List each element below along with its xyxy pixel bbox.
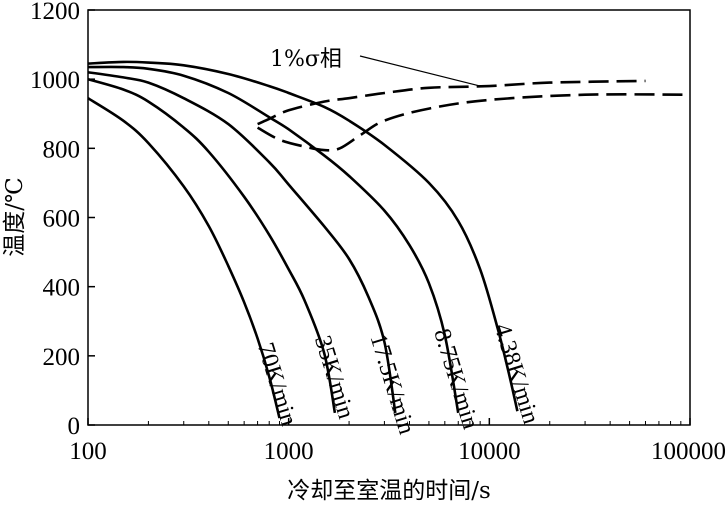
series-line-0 <box>87 97 281 419</box>
y-tick-label: 600 <box>43 206 81 233</box>
series-line-1 <box>87 77 337 414</box>
x-tick-label: 100000 <box>651 438 726 465</box>
curve-label: 4.38K/min <box>489 321 544 427</box>
series-line-5 <box>257 79 646 126</box>
y-axis-title: 温度/℃ <box>2 177 28 256</box>
sigma-phase-annotation: 1%σ相 <box>270 47 342 72</box>
series-line-4 <box>87 60 519 412</box>
axis-ticks: 0 200 400 600 800 1000 1200 100 1000 10000 100000 <box>30 0 726 465</box>
y-tick-label: 0 <box>68 413 81 440</box>
y-tick-label: 800 <box>43 136 81 163</box>
y-tick-label: 200 <box>43 344 81 371</box>
curve-label: 17.5K/min <box>364 331 419 437</box>
series-line-2 <box>87 71 397 414</box>
x-tick-label: 1000 <box>264 438 314 465</box>
series-line-6 <box>256 93 691 152</box>
x-tick-label: 100 <box>69 438 107 465</box>
curve-label: 70K/min <box>252 340 302 429</box>
series-line-3 <box>87 65 460 414</box>
x-tick-label: 10000 <box>458 438 521 465</box>
annotation-group: 1%σ相 <box>270 47 481 87</box>
x-axis-title: 冷却至室温的时间/s <box>287 478 491 504</box>
curve-label-group: 70K/min 35K/min 17.5K/min 8.75K/min 4.38K/mi… <box>252 321 544 438</box>
y-tick-label: 1200 <box>30 0 80 25</box>
y-tick-label: 1000 <box>30 67 80 94</box>
curve-label: 8.75K/min <box>428 326 483 432</box>
curve-group <box>87 60 691 419</box>
annotation-leader-line <box>359 55 481 87</box>
y-tick-label: 400 <box>43 275 81 302</box>
curve-label: 35K/min <box>309 333 359 422</box>
